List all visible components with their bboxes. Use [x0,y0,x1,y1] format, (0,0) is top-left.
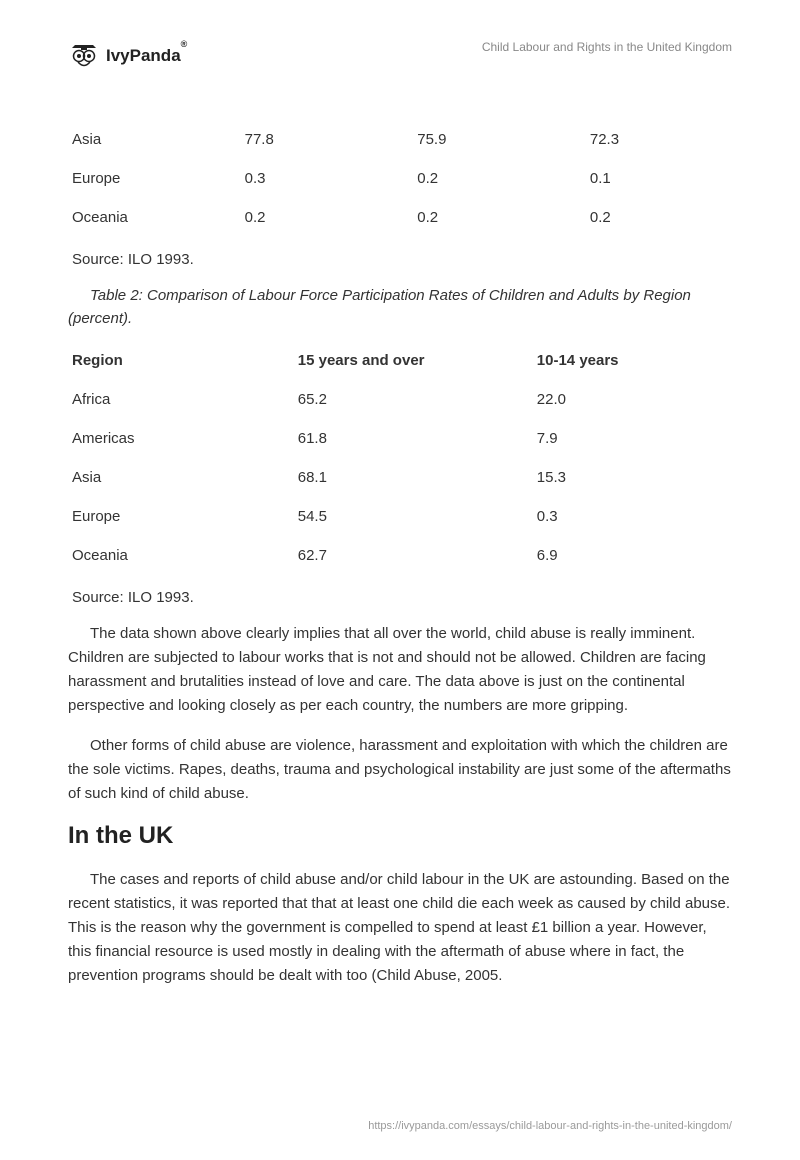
cell: 0.2 [413,198,586,237]
cell: Asia [68,120,241,159]
cell: Oceania [68,198,241,237]
cell: 75.9 [413,120,586,159]
cell: 0.3 [533,497,732,536]
cell: 77.8 [241,120,414,159]
cell: 0.2 [586,198,732,237]
brand-text: IvyPanda [106,46,181,65]
paragraph-2: Other forms of child abuse are violence,… [68,734,732,806]
table-2-source: Source: ILO 1993. [68,581,732,622]
brand-name: IvyPanda® [106,46,187,66]
table-2-caption: Table 2: Comparison of Labour Force Part… [68,284,732,331]
cell: 15.3 [533,458,732,497]
table-row: Oceania 62.7 6.9 [68,536,732,575]
paragraph-1: The data shown above clearly implies tha… [68,622,732,718]
cell: 7.9 [533,419,732,458]
reg-mark: ® [181,39,188,49]
page-header: IvyPanda® Child Labour and Rights in the… [68,40,732,72]
cell: 0.3 [241,159,414,198]
col-header: 10-14 years [533,341,732,380]
cell: 0.2 [241,198,414,237]
footer-source-url: https://ivypanda.com/essays/child-labour… [368,1120,732,1132]
cell: 0.1 [586,159,732,198]
table-row: Europe 54.5 0.3 [68,497,732,536]
table-2: Region 15 years and over 10-14 years Afr… [68,341,732,575]
cell: Africa [68,380,294,419]
cell: 6.9 [533,536,732,575]
table-1-source: Source: ILO 1993. [68,243,732,284]
col-header: Region [68,341,294,380]
cell: 0.2 [413,159,586,198]
document-title: Child Labour and Rights in the United Ki… [482,40,732,54]
table-row: Europe 0.3 0.2 0.1 [68,159,732,198]
table-row: Asia 77.8 75.9 72.3 [68,120,732,159]
owl-logo-icon [68,40,100,72]
table-header-row: Region 15 years and over 10-14 years [68,341,732,380]
brand-block: IvyPanda® [68,40,187,72]
cell: 54.5 [294,497,533,536]
cell: 72.3 [586,120,732,159]
cell: 22.0 [533,380,732,419]
table-1-fragment: Asia 77.8 75.9 72.3 Europe 0.3 0.2 0.1 O… [68,120,732,237]
cell: Europe [68,159,241,198]
cell: Asia [68,458,294,497]
table-row: Oceania 0.2 0.2 0.2 [68,198,732,237]
paragraph-3: The cases and reports of child abuse and… [68,868,732,988]
cell: Americas [68,419,294,458]
section-heading: In the UK [68,822,732,850]
table-1-body: Asia 77.8 75.9 72.3 Europe 0.3 0.2 0.1 O… [68,120,732,237]
table-row: Asia 68.1 15.3 [68,458,732,497]
col-header: 15 years and over [294,341,533,380]
cell: Europe [68,497,294,536]
table-row: Americas 61.8 7.9 [68,419,732,458]
cell: 65.2 [294,380,533,419]
cell: 68.1 [294,458,533,497]
cell: 61.8 [294,419,533,458]
cell: Oceania [68,536,294,575]
cell: 62.7 [294,536,533,575]
table-row: Africa 65.2 22.0 [68,380,732,419]
